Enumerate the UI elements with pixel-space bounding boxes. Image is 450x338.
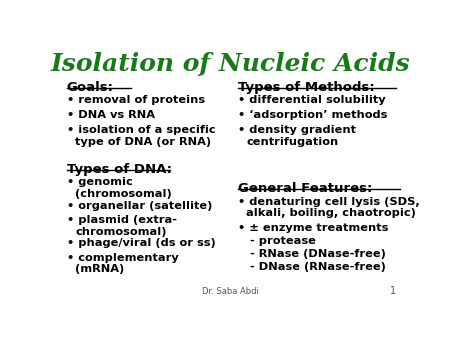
Text: - RNase (DNase-free): - RNase (DNase-free): [250, 249, 386, 259]
Text: • organellar (satellite): • organellar (satellite): [67, 201, 212, 211]
Text: • DNA vs RNA: • DNA vs RNA: [67, 110, 155, 120]
Text: • phage/viral (ds or ss): • phage/viral (ds or ss): [67, 238, 216, 248]
Text: • genomic: • genomic: [67, 177, 132, 187]
Text: - DNase (RNase-free): - DNase (RNase-free): [250, 262, 386, 272]
Text: General Features:: General Features:: [238, 183, 372, 195]
Text: Isolation of Nucleic Acids: Isolation of Nucleic Acids: [51, 52, 410, 76]
Text: Types of DNA:: Types of DNA:: [67, 163, 172, 176]
Text: • differential solubility: • differential solubility: [238, 95, 385, 105]
Text: • denaturing cell lysis (SDS,: • denaturing cell lysis (SDS,: [238, 197, 419, 207]
Text: - protease: - protease: [250, 236, 316, 246]
Text: (chromosomal): (chromosomal): [76, 189, 172, 199]
Text: • removal of proteins: • removal of proteins: [67, 95, 205, 105]
Text: centrifugation: centrifugation: [246, 137, 338, 147]
Text: 1: 1: [390, 286, 396, 296]
Text: alkali, boiling, chaotropic): alkali, boiling, chaotropic): [246, 209, 416, 218]
Text: Types of Methods:: Types of Methods:: [238, 81, 374, 94]
Text: Goals:: Goals:: [67, 81, 114, 94]
Text: type of DNA (or RNA): type of DNA (or RNA): [76, 137, 212, 147]
Text: • ‘adsorption’ methods: • ‘adsorption’ methods: [238, 110, 387, 120]
Text: • complementary: • complementary: [67, 253, 179, 263]
Text: chromosomal): chromosomal): [76, 227, 167, 237]
Text: Dr. Saba Abdi: Dr. Saba Abdi: [202, 287, 259, 296]
Text: • isolation of a specific: • isolation of a specific: [67, 125, 216, 135]
Text: • plasmid (extra-: • plasmid (extra-: [67, 215, 177, 225]
Text: • density gradient: • density gradient: [238, 125, 356, 135]
Text: (mRNA): (mRNA): [76, 264, 125, 274]
Text: • ± enzyme treatments: • ± enzyme treatments: [238, 223, 388, 233]
